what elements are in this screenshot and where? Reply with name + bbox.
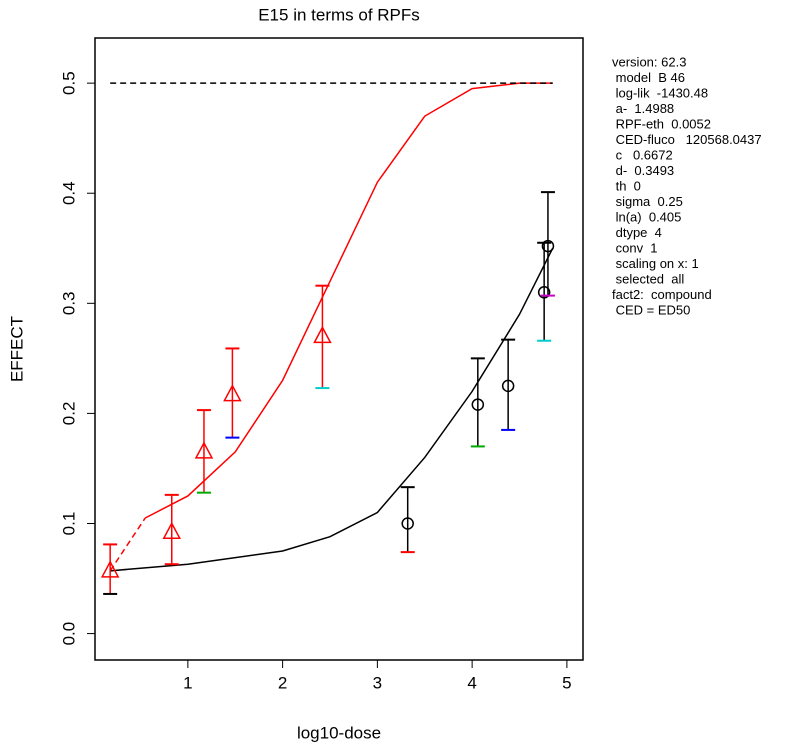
data-point <box>194 441 214 459</box>
info-line: sigma 0.25 <box>612 194 683 209</box>
info-line: log-lik -1430.48 <box>612 85 708 100</box>
data-point <box>501 379 515 393</box>
x-tick-label: 5 <box>562 673 571 692</box>
y-tick-label: 0.1 <box>59 512 78 536</box>
x-axis-label: log10-dose <box>297 723 381 742</box>
fit-curve <box>110 247 554 572</box>
y-tick-label: 0.2 <box>59 402 78 426</box>
chart-title: E15 in terms of RPFs <box>258 5 420 24</box>
info-line: c 0.6672 <box>612 147 673 162</box>
data-point <box>100 560 120 578</box>
y-axis-label: EFFECT <box>7 316 26 382</box>
info-line: RPF-eth 0.0052 <box>612 116 711 131</box>
data-point <box>162 521 182 540</box>
x-tick-label: 1 <box>183 673 192 692</box>
data-point <box>541 239 555 253</box>
info-line: a- 1.4988 <box>612 101 674 116</box>
info-line: version: 62.3 <box>612 54 686 69</box>
y-tick-label: 0.3 <box>59 291 78 315</box>
data-point <box>471 398 485 411</box>
info-line: scaling on x: 1 <box>612 256 699 271</box>
info-line: ln(a) 0.405 <box>612 209 681 224</box>
info-line: model B 46 <box>612 70 685 85</box>
data-point <box>223 384 242 402</box>
info-line: d- 0.3493 <box>612 163 674 178</box>
y-tick-label: 0.0 <box>59 622 78 646</box>
x-tick-label: 2 <box>278 673 287 692</box>
info-line: selected all <box>612 271 684 286</box>
data-point <box>537 286 551 299</box>
fit-curve <box>144 82 553 519</box>
data-point <box>401 517 414 530</box>
x-tick-label: 3 <box>373 673 382 692</box>
y-tick-label: 0.5 <box>59 71 78 95</box>
y-tick-label: 0.4 <box>59 181 78 205</box>
x-tick-label: 4 <box>467 673 476 692</box>
info-line: CED-fluco 120568.0437 <box>612 132 762 147</box>
info-line: th 0 <box>612 178 641 193</box>
info-line: fact2: compound <box>612 287 712 302</box>
info-line: conv 1 <box>612 240 658 255</box>
fit-curve <box>109 517 146 572</box>
plot-frame <box>94 37 584 661</box>
info-line: dtype 4 <box>612 225 662 240</box>
info-line: CED = ED50 <box>612 302 690 317</box>
data-point <box>313 325 332 344</box>
